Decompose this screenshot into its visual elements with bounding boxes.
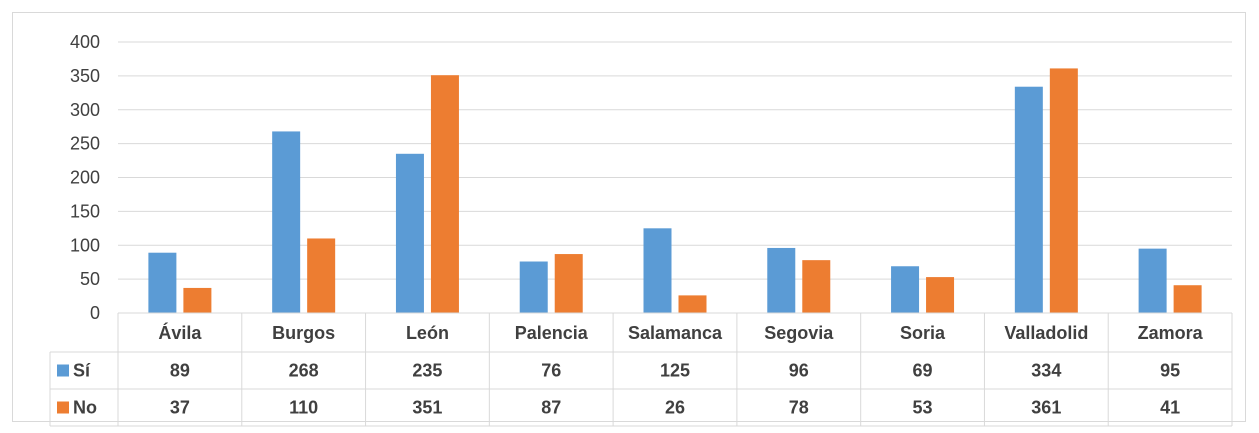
- bar-no-6: [926, 277, 955, 313]
- table-cell-value: 53: [913, 398, 933, 418]
- y-tick-label: 0: [90, 303, 100, 323]
- table-cell-value: 95: [1160, 361, 1180, 381]
- bar-no-4: [678, 295, 707, 313]
- category-label: Palencia: [515, 323, 589, 343]
- table-cell-value: 125: [660, 361, 690, 381]
- y-tick-label: 400: [70, 32, 100, 52]
- y-tick-label: 50: [80, 269, 100, 289]
- table-cell-value: 26: [665, 398, 685, 418]
- table-cell-value: 89: [170, 361, 190, 381]
- category-label: Zamora: [1138, 323, 1204, 343]
- category-label: Salamanca: [628, 323, 723, 343]
- table-cell-value: 334: [1031, 361, 1061, 381]
- bar-si-0: [148, 252, 177, 313]
- legend-label: Sí: [73, 361, 91, 381]
- table-cell-value: 110: [289, 398, 318, 418]
- bar-si-2: [395, 153, 424, 313]
- y-axis: 0 50 100 150 200 250 300 350 400: [70, 32, 100, 323]
- bar-no-8: [1173, 285, 1202, 313]
- table-cell-value: 87: [541, 398, 561, 418]
- bar-si-6: [891, 266, 920, 313]
- table-cell-value: 78: [789, 398, 809, 418]
- table-cell-value: 41: [1160, 398, 1180, 418]
- y-tick-label: 150: [70, 201, 100, 221]
- bar-no-3: [554, 254, 583, 313]
- bar-si-3: [519, 261, 548, 313]
- y-tick-label: 300: [70, 100, 100, 120]
- legend-label: No: [73, 398, 97, 418]
- legend-key-no: [57, 401, 69, 414]
- data-table: Ávila Burgos León Palencia Salamanca Segovia S…: [49, 312, 1233, 427]
- category-label: León: [406, 323, 449, 343]
- bar-si-1: [272, 131, 301, 313]
- category-label: Ávila: [158, 322, 202, 343]
- table-cell-value: 96: [789, 361, 809, 381]
- bar-si-8: [1138, 248, 1167, 313]
- bar-si-4: [643, 228, 672, 313]
- table-cell-value: 37: [170, 398, 190, 418]
- bars: [148, 68, 1202, 313]
- gridlines: [118, 41, 1232, 280]
- category-label: Valladolid: [1004, 323, 1088, 343]
- legend-key-si: [57, 364, 69, 377]
- bar-si-7: [1014, 86, 1043, 313]
- table-cell-value: 69: [913, 361, 933, 381]
- table-cell-value: 235: [412, 361, 442, 381]
- category-label: Segovia: [764, 323, 834, 343]
- bar-no-5: [802, 260, 831, 313]
- table-cell-value: 268: [289, 361, 319, 381]
- category-label: Burgos: [272, 323, 335, 343]
- y-tick-label: 200: [70, 168, 100, 188]
- bar-no-2: [430, 75, 459, 313]
- bar-si-5: [767, 247, 796, 313]
- table-cell-value: 76: [541, 361, 561, 381]
- category-label: Soria: [900, 323, 946, 343]
- table-cell-value: 351: [412, 398, 442, 418]
- bar-no-7: [1049, 68, 1078, 313]
- y-tick-label: 350: [70, 66, 100, 86]
- y-tick-label: 250: [70, 134, 100, 154]
- table-cell-value: 361: [1031, 398, 1061, 418]
- bar-no-1: [307, 238, 336, 313]
- bar-no-0: [183, 287, 212, 313]
- y-tick-label: 100: [70, 235, 100, 255]
